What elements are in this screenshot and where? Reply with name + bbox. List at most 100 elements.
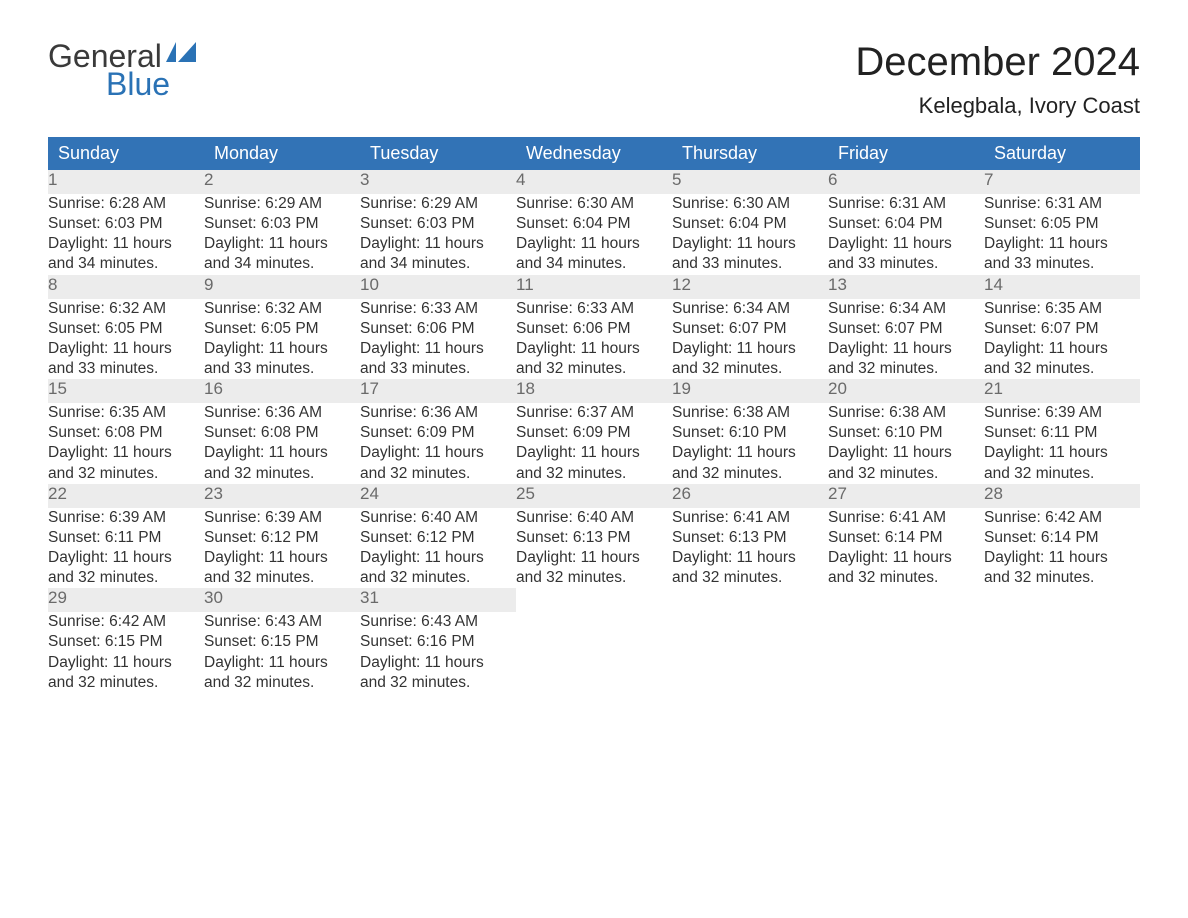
sunset-text: Sunset: 6:12 PM bbox=[360, 528, 516, 548]
logo-word2: Blue bbox=[106, 68, 196, 100]
day-number-row: 22232425262728 bbox=[48, 484, 1140, 508]
sunset-text: Sunset: 6:11 PM bbox=[984, 423, 1140, 443]
day-number: 2 bbox=[204, 170, 360, 194]
sunset-text: Sunset: 6:03 PM bbox=[360, 214, 516, 234]
daylight-text: and 32 minutes. bbox=[828, 464, 984, 484]
daylight-text: Daylight: 11 hours bbox=[204, 548, 360, 568]
sunset-text: Sunset: 6:14 PM bbox=[984, 528, 1140, 548]
day-content-row: Sunrise: 6:42 AMSunset: 6:15 PMDaylight:… bbox=[48, 612, 1140, 693]
day-header-row: Sunday Monday Tuesday Wednesday Thursday… bbox=[48, 137, 1140, 170]
sunset-text: Sunset: 6:04 PM bbox=[516, 214, 672, 234]
day-cell: Sunrise: 6:37 AMSunset: 6:09 PMDaylight:… bbox=[516, 403, 672, 484]
day-cell: Sunrise: 6:33 AMSunset: 6:06 PMDaylight:… bbox=[360, 299, 516, 380]
sunset-text: Sunset: 6:13 PM bbox=[672, 528, 828, 548]
sunset-text: Sunset: 6:16 PM bbox=[360, 632, 516, 652]
daylight-text: and 32 minutes. bbox=[672, 568, 828, 588]
sunrise-text: Sunrise: 6:41 AM bbox=[672, 508, 828, 528]
sunrise-text: Sunrise: 6:32 AM bbox=[48, 299, 204, 319]
day-number: 5 bbox=[672, 170, 828, 194]
day-number: 17 bbox=[360, 379, 516, 403]
calendar-table: Sunday Monday Tuesday Wednesday Thursday… bbox=[48, 137, 1140, 693]
day-cell: Sunrise: 6:36 AMSunset: 6:09 PMDaylight:… bbox=[360, 403, 516, 484]
daylight-text: and 32 minutes. bbox=[360, 673, 516, 693]
day-number: 26 bbox=[672, 484, 828, 508]
day-number: 12 bbox=[672, 275, 828, 299]
sunset-text: Sunset: 6:07 PM bbox=[828, 319, 984, 339]
daylight-text: Daylight: 11 hours bbox=[360, 339, 516, 359]
sunrise-text: Sunrise: 6:41 AM bbox=[828, 508, 984, 528]
sunrise-text: Sunrise: 6:29 AM bbox=[204, 194, 360, 214]
day-number: 31 bbox=[360, 588, 516, 612]
sunset-text: Sunset: 6:10 PM bbox=[828, 423, 984, 443]
sunrise-text: Sunrise: 6:34 AM bbox=[672, 299, 828, 319]
daylight-text: and 32 minutes. bbox=[204, 673, 360, 693]
day-number: 18 bbox=[516, 379, 672, 403]
sunset-text: Sunset: 6:15 PM bbox=[204, 632, 360, 652]
sunset-text: Sunset: 6:05 PM bbox=[204, 319, 360, 339]
location: Kelegbala, Ivory Coast bbox=[855, 93, 1140, 119]
sunrise-text: Sunrise: 6:39 AM bbox=[48, 508, 204, 528]
day-number: 19 bbox=[672, 379, 828, 403]
day-number: 23 bbox=[204, 484, 360, 508]
day-number bbox=[828, 588, 984, 612]
sunrise-text: Sunrise: 6:36 AM bbox=[204, 403, 360, 423]
sunrise-text: Sunrise: 6:37 AM bbox=[516, 403, 672, 423]
day-cell: Sunrise: 6:34 AMSunset: 6:07 PMDaylight:… bbox=[828, 299, 984, 380]
daylight-text: Daylight: 11 hours bbox=[204, 234, 360, 254]
sunrise-text: Sunrise: 6:28 AM bbox=[48, 194, 204, 214]
sunrise-text: Sunrise: 6:43 AM bbox=[204, 612, 360, 632]
daylight-text: Daylight: 11 hours bbox=[360, 234, 516, 254]
sunset-text: Sunset: 6:05 PM bbox=[984, 214, 1140, 234]
sunrise-text: Sunrise: 6:38 AM bbox=[828, 403, 984, 423]
daylight-text: and 32 minutes. bbox=[360, 568, 516, 588]
daylight-text: Daylight: 11 hours bbox=[360, 443, 516, 463]
day-cell: Sunrise: 6:40 AMSunset: 6:12 PMDaylight:… bbox=[360, 508, 516, 589]
day-cell bbox=[516, 612, 672, 693]
header: General Blue December 2024 Kelegbala, Iv… bbox=[48, 40, 1140, 119]
daylight-text: Daylight: 11 hours bbox=[828, 339, 984, 359]
day-header: Tuesday bbox=[360, 137, 516, 170]
sunrise-text: Sunrise: 6:38 AM bbox=[672, 403, 828, 423]
daylight-text: Daylight: 11 hours bbox=[48, 234, 204, 254]
day-number: 11 bbox=[516, 275, 672, 299]
daylight-text: Daylight: 11 hours bbox=[204, 339, 360, 359]
daylight-text: Daylight: 11 hours bbox=[672, 339, 828, 359]
daylight-text: and 32 minutes. bbox=[828, 568, 984, 588]
day-cell: Sunrise: 6:31 AMSunset: 6:04 PMDaylight:… bbox=[828, 194, 984, 275]
day-header: Sunday bbox=[48, 137, 204, 170]
sunrise-text: Sunrise: 6:36 AM bbox=[360, 403, 516, 423]
sunset-text: Sunset: 6:04 PM bbox=[672, 214, 828, 234]
day-cell: Sunrise: 6:35 AMSunset: 6:07 PMDaylight:… bbox=[984, 299, 1140, 380]
day-number: 10 bbox=[360, 275, 516, 299]
sunset-text: Sunset: 6:05 PM bbox=[48, 319, 204, 339]
day-header: Friday bbox=[828, 137, 984, 170]
sunset-text: Sunset: 6:11 PM bbox=[48, 528, 204, 548]
day-content-row: Sunrise: 6:35 AMSunset: 6:08 PMDaylight:… bbox=[48, 403, 1140, 484]
day-number: 25 bbox=[516, 484, 672, 508]
daylight-text: and 34 minutes. bbox=[204, 254, 360, 274]
daylight-text: and 33 minutes. bbox=[204, 359, 360, 379]
day-cell: Sunrise: 6:39 AMSunset: 6:11 PMDaylight:… bbox=[984, 403, 1140, 484]
daylight-text: and 33 minutes. bbox=[828, 254, 984, 274]
daylight-text: and 32 minutes. bbox=[48, 568, 204, 588]
daylight-text: Daylight: 11 hours bbox=[516, 234, 672, 254]
day-cell: Sunrise: 6:41 AMSunset: 6:14 PMDaylight:… bbox=[828, 508, 984, 589]
daylight-text: Daylight: 11 hours bbox=[48, 339, 204, 359]
sunset-text: Sunset: 6:15 PM bbox=[48, 632, 204, 652]
daylight-text: and 32 minutes. bbox=[204, 568, 360, 588]
sunrise-text: Sunrise: 6:40 AM bbox=[360, 508, 516, 528]
sunset-text: Sunset: 6:06 PM bbox=[360, 319, 516, 339]
day-number: 15 bbox=[48, 379, 204, 403]
day-content-row: Sunrise: 6:39 AMSunset: 6:11 PMDaylight:… bbox=[48, 508, 1140, 589]
day-number: 9 bbox=[204, 275, 360, 299]
day-cell: Sunrise: 6:32 AMSunset: 6:05 PMDaylight:… bbox=[48, 299, 204, 380]
daylight-text: Daylight: 11 hours bbox=[984, 548, 1140, 568]
sunset-text: Sunset: 6:07 PM bbox=[984, 319, 1140, 339]
sunrise-text: Sunrise: 6:35 AM bbox=[48, 403, 204, 423]
day-cell: Sunrise: 6:36 AMSunset: 6:08 PMDaylight:… bbox=[204, 403, 360, 484]
sunrise-text: Sunrise: 6:35 AM bbox=[984, 299, 1140, 319]
daylight-text: and 32 minutes. bbox=[672, 464, 828, 484]
day-number-row: 1234567 bbox=[48, 170, 1140, 194]
sunset-text: Sunset: 6:09 PM bbox=[360, 423, 516, 443]
day-number: 28 bbox=[984, 484, 1140, 508]
